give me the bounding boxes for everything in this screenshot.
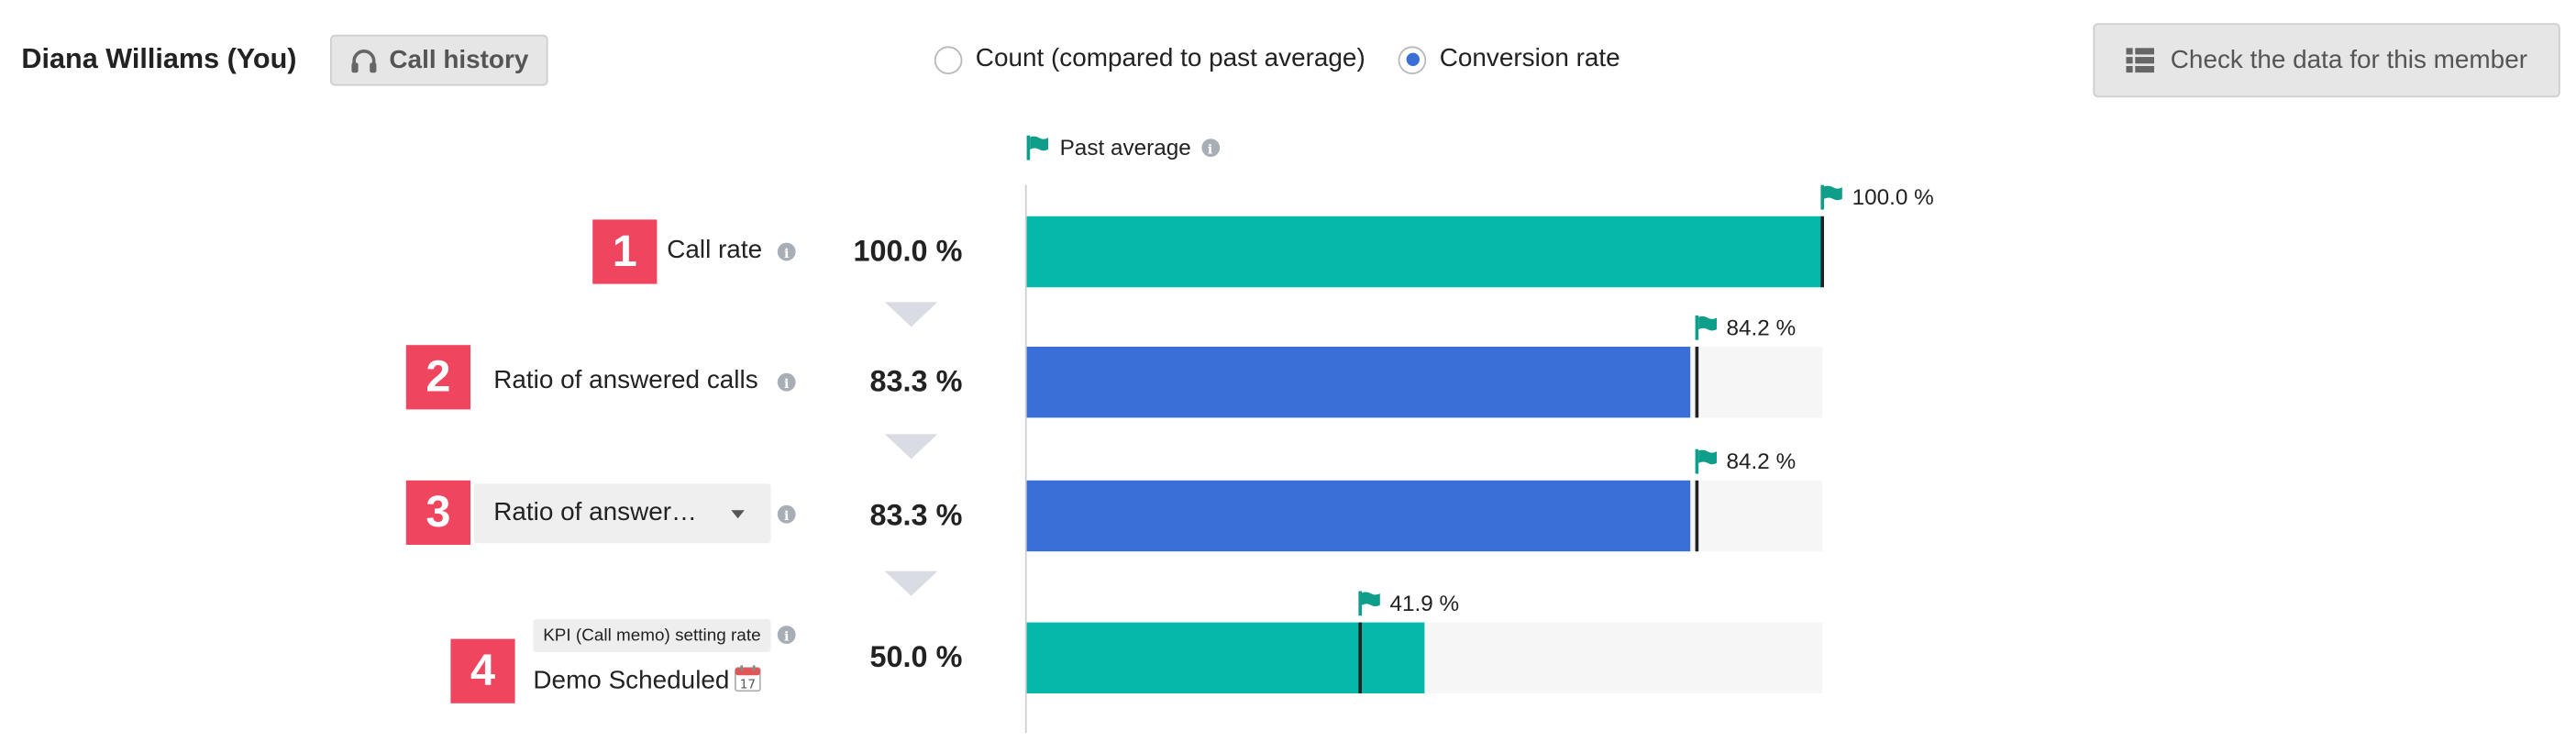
- step-4-badge: 4: [450, 638, 515, 703]
- chart-axis-line: [1024, 184, 1027, 734]
- radio-count-circle[interactable]: [934, 45, 963, 74]
- step-3-badge: 3: [405, 480, 470, 545]
- flag-icon: [1695, 448, 1717, 474]
- view-mode-radio-group: Count (compared to past average) Convers…: [934, 45, 1653, 74]
- radio-count-label: Count (compared to past average): [975, 44, 1365, 73]
- step-3-metric-select[interactable]: Ratio of answer…: [473, 483, 771, 544]
- calendar-icon: 17: [734, 665, 761, 692]
- step-2-label: Ratio of answered calls: [493, 366, 758, 395]
- step-4-bar-track: [1026, 622, 1823, 693]
- step-4-average-label: 41.9 %: [1357, 591, 1460, 616]
- radio-conversion-rate-circle[interactable]: [1398, 45, 1427, 74]
- step-2-bar-track: [1026, 347, 1823, 418]
- flag-icon: [1026, 135, 1048, 161]
- caret-down-icon: [731, 509, 745, 518]
- member-name: Diana Williams (You): [21, 42, 297, 74]
- radio-conversion-rate[interactable]: Conversion rate: [1398, 44, 1620, 74]
- step-4-label-wrap: Demo Scheduled 17: [533, 665, 761, 696]
- step-4-bar-fill: [1026, 622, 1425, 693]
- info-icon[interactable]: i: [1200, 138, 1220, 157]
- step-1-badge: 1: [592, 219, 658, 284]
- info-icon[interactable]: i: [777, 242, 796, 261]
- step-3-value: 83.3 %: [869, 498, 963, 532]
- past-average-label: Past average: [1059, 135, 1191, 161]
- step-3-average-text: 84.2 %: [1726, 448, 1797, 474]
- check-member-data-button[interactable]: Check the data for this member: [2093, 23, 2560, 98]
- step-3-average-marker: [1695, 480, 1698, 552]
- past-average-legend: Past average i: [1025, 135, 1220, 161]
- step-1-label: Call rate: [667, 236, 763, 264]
- calendar-day: 17: [740, 678, 756, 692]
- check-member-data-label: Check the data for this member: [2170, 45, 2528, 74]
- flag-icon: [1358, 591, 1380, 616]
- step-4-average-text: 41.9 %: [1389, 591, 1460, 616]
- flag-icon: [1820, 184, 1842, 210]
- table-icon: [2126, 48, 2154, 73]
- step-4-label: Demo Scheduled: [533, 667, 730, 695]
- step-3-bar-track: [1026, 480, 1823, 552]
- call-history-button[interactable]: Call history: [330, 34, 548, 86]
- call-history-label: Call history: [389, 45, 529, 74]
- step-2-badge: 2: [405, 345, 470, 410]
- down-arrow-icon: [884, 302, 938, 327]
- step-4-average-marker: [1358, 622, 1362, 693]
- radio-conversion-rate-label: Conversion rate: [1439, 44, 1620, 73]
- radio-count[interactable]: Count (compared to past average): [934, 45, 1365, 74]
- step-3-average-label: 84.2 %: [1694, 448, 1797, 474]
- step-1-bar-track: [1026, 216, 1823, 288]
- step-2-average-text: 84.2 %: [1726, 315, 1797, 340]
- step-2-value: 83.3 %: [869, 364, 963, 398]
- step-1-average-marker: [1820, 216, 1824, 288]
- step-2-average-label: 84.2 %: [1694, 315, 1797, 340]
- step-2-average-marker: [1695, 347, 1698, 418]
- step-1-average-text: 100.0 %: [1852, 184, 1934, 210]
- info-icon[interactable]: i: [777, 626, 796, 644]
- kpi-setting-rate-tag: KPI (Call memo) setting rate: [533, 619, 771, 652]
- step-1-average-label: 100.0 %: [1819, 184, 1934, 210]
- flag-icon: [1695, 315, 1717, 340]
- info-icon[interactable]: i: [777, 504, 796, 524]
- down-arrow-icon: [884, 570, 938, 596]
- headset-icon: [351, 49, 377, 72]
- step-3-bar-fill: [1026, 480, 1690, 552]
- step-3-select-value: Ratio of answer…: [493, 498, 697, 527]
- step-2-bar-fill: [1026, 347, 1690, 418]
- info-icon[interactable]: i: [777, 372, 796, 392]
- step-1-value: 100.0 %: [853, 234, 963, 268]
- step-4-value: 50.0 %: [869, 640, 963, 674]
- step-1-bar-fill: [1026, 216, 1823, 288]
- down-arrow-icon: [884, 434, 938, 460]
